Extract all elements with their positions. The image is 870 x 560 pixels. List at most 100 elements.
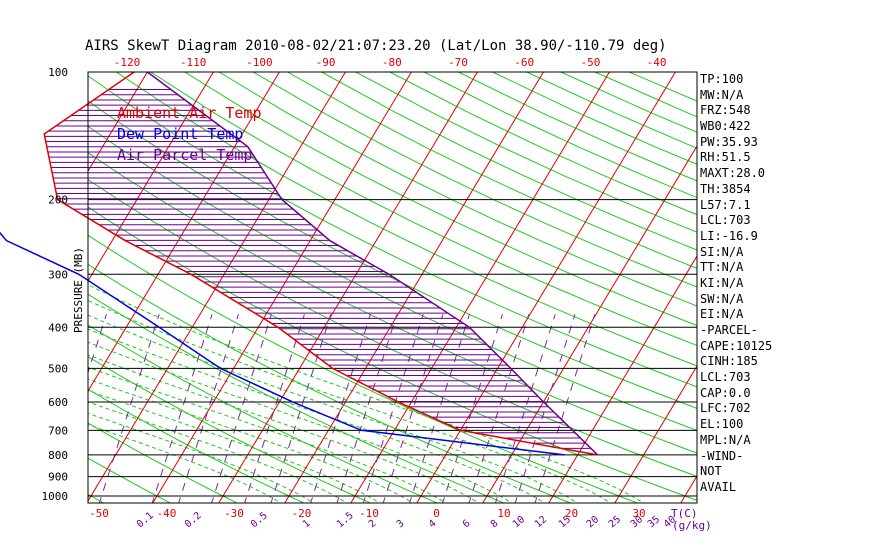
index-item: LCL:703: [700, 370, 751, 385]
dry-adiabat: [355, 72, 697, 233]
bottom-tick-label: -30: [224, 507, 244, 520]
mixing-ratio-line: [270, 314, 332, 503]
mixing-ratio-line: [310, 314, 371, 503]
mixing-ratio-line: [88, 314, 107, 375]
isotherm: [482, 145, 697, 503]
mixing-tick-label: 25: [607, 514, 623, 530]
mixing-ratio-line: [98, 314, 160, 503]
pressure-tick-label: 100: [48, 66, 68, 79]
index-item: L57:7.1: [700, 197, 751, 212]
legend-entry: Dew Point Temp: [117, 125, 243, 143]
isotherm: [284, 72, 544, 503]
mixing-tick-label: 1.5: [335, 510, 356, 530]
bottom-tick-label: -50: [89, 507, 109, 520]
mixing-ratio-line: [151, 314, 213, 503]
isotherm: [548, 255, 697, 503]
moist-adiabat: [88, 378, 414, 503]
dry-adiabat: [321, 72, 697, 251]
isotherm: [152, 72, 412, 503]
index-item: NOT: [700, 464, 722, 479]
mixing-tick-label: 20: [585, 514, 601, 530]
bottom-tick-label: 10: [497, 507, 510, 520]
mixing-ratio-line: [178, 314, 239, 503]
mixing-tick-label: 1: [301, 518, 313, 530]
series-line-0: [43, 71, 598, 456]
mixing-ratio-line: [514, 314, 576, 503]
mixing-tick-label: 8: [489, 518, 501, 530]
dry-adiabat: [88, 152, 697, 454]
pressure-tick-label: 200: [48, 194, 68, 207]
top-tick-label: -90: [316, 56, 336, 69]
dry-adiabat: [88, 206, 697, 501]
index-item: MW:N/A: [700, 87, 744, 102]
mixing-ratio-line: [409, 314, 470, 503]
moist-adiabat: [88, 390, 381, 503]
mixing-tick-label: 12: [533, 514, 549, 530]
moist-adiabat: [88, 366, 447, 503]
moist-adiabat: [88, 299, 612, 503]
series-line-1: [0, 231, 565, 456]
pressure-tick-label: 700: [48, 424, 68, 437]
dry-adiabat: [526, 72, 697, 149]
isotherm: [88, 72, 346, 502]
moist-adiabat: [88, 314, 579, 503]
index-item: MAXT:28.0: [700, 166, 766, 181]
bottom-tick-label: -40: [157, 507, 177, 520]
dry-adiabat: [88, 422, 239, 503]
top-tick-label: -100: [246, 56, 273, 69]
pressure-tick-label: 500: [48, 362, 68, 375]
isotherm: [350, 72, 610, 503]
index-item: PW:35.93: [700, 134, 758, 149]
index-item: CINH:185: [700, 354, 758, 369]
isotherm: [614, 365, 697, 503]
index-item: EI:N/A: [700, 307, 744, 322]
index-item: CAPE:10125: [700, 338, 773, 353]
pressure-tick-label: 400: [48, 321, 68, 334]
plot-frame: [87, 71, 698, 504]
legend-entry: Air Parcel Temp: [117, 146, 252, 164]
dry-adiabat: [88, 324, 439, 503]
isotherm: [218, 72, 478, 503]
pressure-tick-label: 1000: [42, 490, 69, 503]
moist-adiabat: [88, 424, 282, 503]
mixing-ratio-line: [382, 314, 444, 503]
indices-panel: TP:100 MW:N/A FRZ:548 WB0:422 PW:35.93 RH:51.…: [700, 72, 772, 496]
moist-adiabat: [88, 341, 513, 503]
top-tick-label: -60: [514, 56, 534, 69]
index-item: WB0:422: [700, 119, 751, 134]
series-line-2: [146, 71, 599, 456]
dry-adiabat: [218, 72, 697, 307]
dry-adiabat: [88, 457, 172, 503]
top-tick-label: -120: [114, 56, 141, 69]
mixing-tick-label: 4: [427, 518, 439, 530]
dry-adiabat: [88, 100, 697, 409]
mixing-tick-label: 0.2: [183, 510, 204, 530]
isotherm: [0, 63, 21, 505]
index-item: TP:100: [700, 72, 744, 86]
bottom-tick-label: 20: [565, 507, 578, 520]
index-item: SI:N/A: [700, 244, 744, 259]
mixing-tick-label: 35: [646, 514, 662, 530]
index-item: SW:N/A: [700, 291, 744, 306]
bottom-tick-label: -20: [292, 507, 312, 520]
bottom-tick-label: -10: [359, 507, 379, 520]
mixing-ratio-line: [534, 314, 596, 503]
mixing-tick-label: 2: [367, 518, 379, 530]
dry-adiabat: [184, 72, 697, 327]
chart-title: AIRS SkewT Diagram 2010-08-02/21:07:23.2…: [85, 38, 667, 54]
dry-adiabat: [88, 388, 305, 503]
dry-adiabat: [88, 125, 697, 431]
index-item: AVAIL: [700, 479, 737, 494]
index-item: TH:3854: [700, 181, 751, 196]
dry-adiabat: [150, 72, 697, 347]
mixing-tick-label: 0.1: [135, 510, 156, 530]
isotherm: [88, 72, 280, 392]
bottom-tick-label: 0: [433, 507, 440, 520]
top-tick-label: -40: [647, 56, 667, 69]
mixing-ratio-line: [244, 314, 305, 503]
dry-adiabat: [492, 72, 697, 165]
mixing-ratio-line: [211, 314, 272, 503]
index-item: LI:-16.9: [700, 228, 758, 243]
top-tick-label: -50: [580, 56, 600, 69]
